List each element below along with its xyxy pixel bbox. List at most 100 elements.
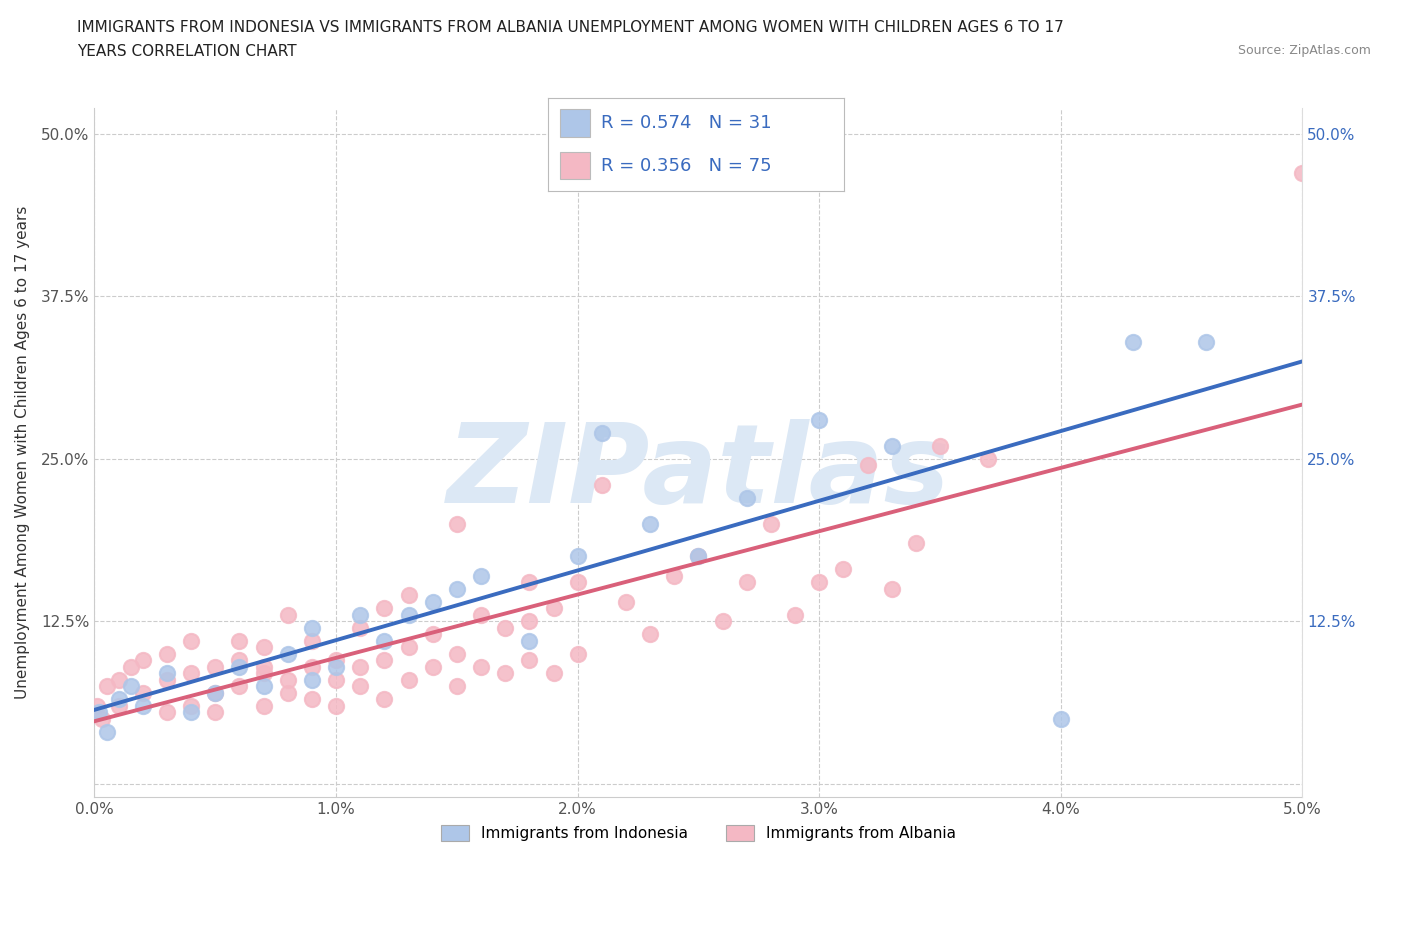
Point (301, 633, 323, 648)
Point (252, 640, 274, 655)
Point (517, 633, 540, 648)
Point (132, 653, 155, 668)
Point (517, 614, 540, 629)
Point (301, 620, 323, 635)
Point (808, 575, 831, 590)
Point (494, 666, 516, 681)
Point (446, 516, 468, 531)
Point (470, 659, 492, 674)
Point (252, 666, 274, 681)
Point (180, 633, 202, 648)
Point (301, 672, 323, 687)
Legend: Immigrants from Indonesia, Immigrants from Albania: Immigrants from Indonesia, Immigrants fr… (434, 819, 962, 847)
Point (301, 692, 323, 707)
Point (567, 549, 589, 564)
Point (180, 666, 202, 681)
Point (759, 516, 782, 531)
Point (398, 672, 420, 687)
Point (398, 640, 420, 655)
Point (325, 672, 347, 687)
Point (398, 588, 420, 603)
Point (277, 607, 299, 622)
Point (107, 692, 129, 707)
Point (228, 659, 250, 674)
Point (325, 659, 347, 674)
Point (638, 516, 661, 531)
Point (638, 627, 661, 642)
Point (325, 698, 347, 713)
Point (252, 679, 274, 694)
Point (373, 653, 395, 668)
Point (446, 646, 468, 661)
Point (735, 575, 758, 590)
Point (977, 451, 1000, 466)
Point (929, 438, 952, 453)
Point (349, 620, 371, 635)
Y-axis label: Unemployment Among Women with Children Ages 6 to 17 years: Unemployment Among Women with Children A… (15, 206, 30, 699)
Point (543, 666, 565, 681)
Text: ZIPatlas: ZIPatlas (447, 419, 950, 526)
Point (446, 679, 468, 694)
Point (785, 607, 807, 622)
Point (517, 575, 540, 590)
Point (96, 724, 118, 739)
Point (180, 698, 202, 713)
Point (808, 412, 831, 427)
Point (349, 659, 371, 674)
Point (1122, 335, 1144, 350)
Point (856, 458, 879, 472)
Point (373, 692, 395, 707)
Point (1050, 711, 1073, 726)
Point (204, 705, 226, 720)
Point (228, 633, 250, 648)
Point (277, 646, 299, 661)
Point (470, 607, 492, 622)
Point (90, 711, 112, 726)
Point (132, 698, 155, 713)
Point (688, 549, 710, 564)
Point (132, 685, 155, 700)
Point (567, 575, 589, 590)
Point (422, 659, 444, 674)
Point (277, 672, 299, 687)
Point (373, 601, 395, 616)
Point (228, 679, 250, 694)
Point (422, 627, 444, 642)
Point (880, 581, 903, 596)
Point (880, 438, 903, 453)
Point (735, 490, 758, 505)
Point (86, 698, 108, 713)
Point (120, 659, 142, 674)
Point (204, 659, 226, 674)
Point (156, 705, 179, 720)
FancyBboxPatch shape (560, 109, 589, 137)
Point (349, 607, 371, 622)
Point (832, 562, 855, 577)
Point (204, 685, 226, 700)
Point (204, 685, 226, 700)
Point (664, 568, 686, 583)
Point (277, 685, 299, 700)
Point (349, 679, 371, 694)
Point (325, 653, 347, 668)
Point (96, 679, 118, 694)
Point (120, 679, 142, 694)
Point (252, 659, 274, 674)
Point (711, 614, 734, 629)
Point (517, 653, 540, 668)
Point (614, 594, 637, 609)
Point (398, 607, 420, 622)
Text: IMMIGRANTS FROM INDONESIA VS IMMIGRANTS FROM ALBANIA UNEMPLOYMENT AMONG WOMEN WI: IMMIGRANTS FROM INDONESIA VS IMMIGRANTS … (77, 20, 1064, 35)
Text: Source: ZipAtlas.com: Source: ZipAtlas.com (1237, 44, 1371, 57)
Text: YEARS CORRELATION CHART: YEARS CORRELATION CHART (77, 44, 297, 59)
Point (156, 672, 179, 687)
Point (252, 698, 274, 713)
Point (543, 601, 565, 616)
Point (446, 581, 468, 596)
Point (904, 536, 927, 551)
Point (107, 698, 129, 713)
FancyBboxPatch shape (560, 152, 589, 179)
Point (688, 549, 710, 564)
Point (107, 672, 129, 687)
Point (422, 594, 444, 609)
